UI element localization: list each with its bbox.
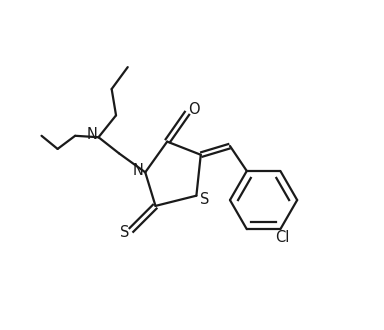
- Text: O: O: [188, 102, 200, 117]
- Text: S: S: [200, 192, 209, 207]
- Text: N: N: [132, 163, 143, 178]
- Text: Cl: Cl: [275, 230, 289, 246]
- Text: S: S: [119, 225, 129, 240]
- Text: N: N: [87, 127, 98, 142]
